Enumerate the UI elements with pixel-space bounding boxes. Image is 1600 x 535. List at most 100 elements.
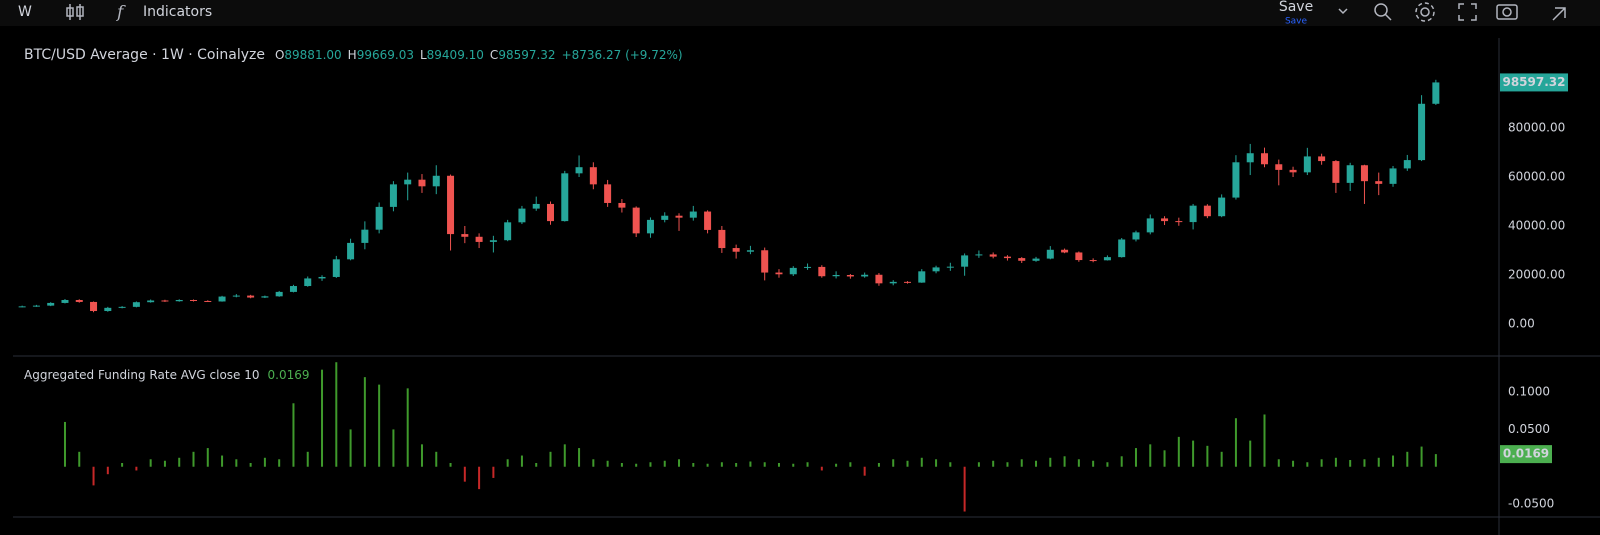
funding-bar [520, 455, 523, 467]
funding-bar [1234, 418, 1237, 467]
candle-body [1061, 249, 1069, 253]
candles-icon[interactable] [66, 4, 84, 20]
candle-body [1275, 164, 1283, 170]
funding-bar [1320, 459, 1323, 467]
candle-body [18, 306, 26, 308]
save-button[interactable]: Save [1279, 0, 1313, 15]
funding-last: 0.0169 [268, 368, 310, 382]
funding-bar [792, 463, 795, 467]
funding-bar [492, 466, 495, 478]
funding-bar [1349, 460, 1352, 467]
funding-bar [278, 459, 281, 467]
candle-body [618, 202, 626, 208]
candle-body [90, 301, 98, 312]
funding-bar [720, 462, 723, 467]
candle-body [332, 259, 340, 277]
candle-body [889, 281, 897, 284]
legend-value: 89409.10 [427, 48, 484, 62]
y-tick-label: -0.0500 [1508, 497, 1554, 511]
candle-body [47, 302, 55, 306]
candle-body [104, 307, 112, 312]
funding-bar [692, 463, 695, 467]
candle-body [789, 267, 797, 275]
candle-body [732, 248, 740, 252]
candle-body [1375, 181, 1383, 184]
fullscreen-icon[interactable] [1458, 3, 1477, 21]
candle-body [1403, 160, 1411, 169]
candle-body [132, 302, 140, 307]
candle-body [75, 299, 83, 302]
candle-body [161, 300, 169, 302]
funding-bar [1392, 455, 1395, 467]
funding-bar [606, 460, 609, 467]
funding-bar [977, 462, 980, 467]
funding-bar [406, 388, 409, 467]
candle-body [1289, 169, 1297, 173]
settings-icon[interactable] [1415, 2, 1435, 22]
funding-bar [1134, 448, 1137, 467]
last-value-badge [1500, 445, 1552, 464]
share-icon[interactable] [1552, 7, 1566, 21]
candle-body [1346, 165, 1354, 183]
candle-body [61, 299, 69, 303]
candle-body [989, 254, 997, 257]
candle-body [704, 211, 712, 230]
candle-body [646, 219, 654, 234]
funding-bar [1006, 462, 1009, 467]
funding-bar [263, 457, 266, 467]
candle-body [404, 179, 412, 185]
alert-icon[interactable] [1374, 3, 1392, 21]
y-tick-label: 0.1000 [1508, 385, 1550, 399]
candle-body [475, 236, 483, 242]
candle-body [1132, 232, 1140, 240]
y-tick-label: 0.0500 [1508, 422, 1550, 436]
funding-bar [863, 466, 866, 476]
funding-bar [435, 451, 438, 467]
candle-body [1218, 197, 1226, 217]
funding-bar [1163, 450, 1166, 467]
candle-body [547, 203, 554, 222]
candle-body [1089, 260, 1097, 262]
legend-value: 89881.00 [284, 48, 341, 62]
candle-body [1189, 205, 1197, 223]
legend-value: 99669.03 [357, 48, 414, 62]
candle-body [975, 254, 983, 256]
candle-body [518, 208, 526, 223]
candle-body [318, 276, 326, 279]
funding-bar [620, 463, 623, 467]
screenshot-icon[interactable] [1496, 4, 1518, 20]
funding-bar [992, 460, 995, 467]
funding-bar [877, 463, 880, 467]
save-dropdown[interactable] [1338, 8, 1348, 15]
funding-bar [1106, 462, 1109, 467]
toolbar [0, 0, 1600, 26]
y-tick-label: 40000.00 [1508, 218, 1565, 232]
candle-body [918, 271, 926, 283]
indicators-icon[interactable]: f [115, 3, 126, 23]
candle-body [746, 250, 754, 252]
legend-key: L [420, 48, 427, 62]
candle-body [575, 167, 583, 174]
funding-bar [378, 384, 381, 467]
candle-body [504, 222, 512, 241]
candle-body [289, 286, 297, 292]
candle-body [447, 175, 455, 235]
funding-bar [849, 462, 852, 467]
candle-body [347, 242, 355, 260]
candle-body [1418, 103, 1426, 161]
price-title: BTC/USD Average · 1W · Coinalyze [24, 47, 265, 63]
candle-body [1332, 161, 1340, 183]
candle-body [832, 275, 840, 277]
y-tick-label: 0.00 [1508, 317, 1535, 331]
funding-bar [578, 448, 581, 467]
interval-button[interactable]: W [18, 4, 32, 20]
indicators-button[interactable]: Indicators [143, 4, 212, 20]
y-tick-label: 60000.00 [1508, 169, 1565, 183]
funding-bar [649, 462, 652, 467]
candle-body [204, 300, 212, 302]
candle-body [1003, 256, 1011, 259]
funding-bar [1120, 456, 1123, 467]
funding-bar [1077, 459, 1080, 467]
candle-body [1389, 168, 1397, 184]
funding-bar [549, 451, 552, 467]
